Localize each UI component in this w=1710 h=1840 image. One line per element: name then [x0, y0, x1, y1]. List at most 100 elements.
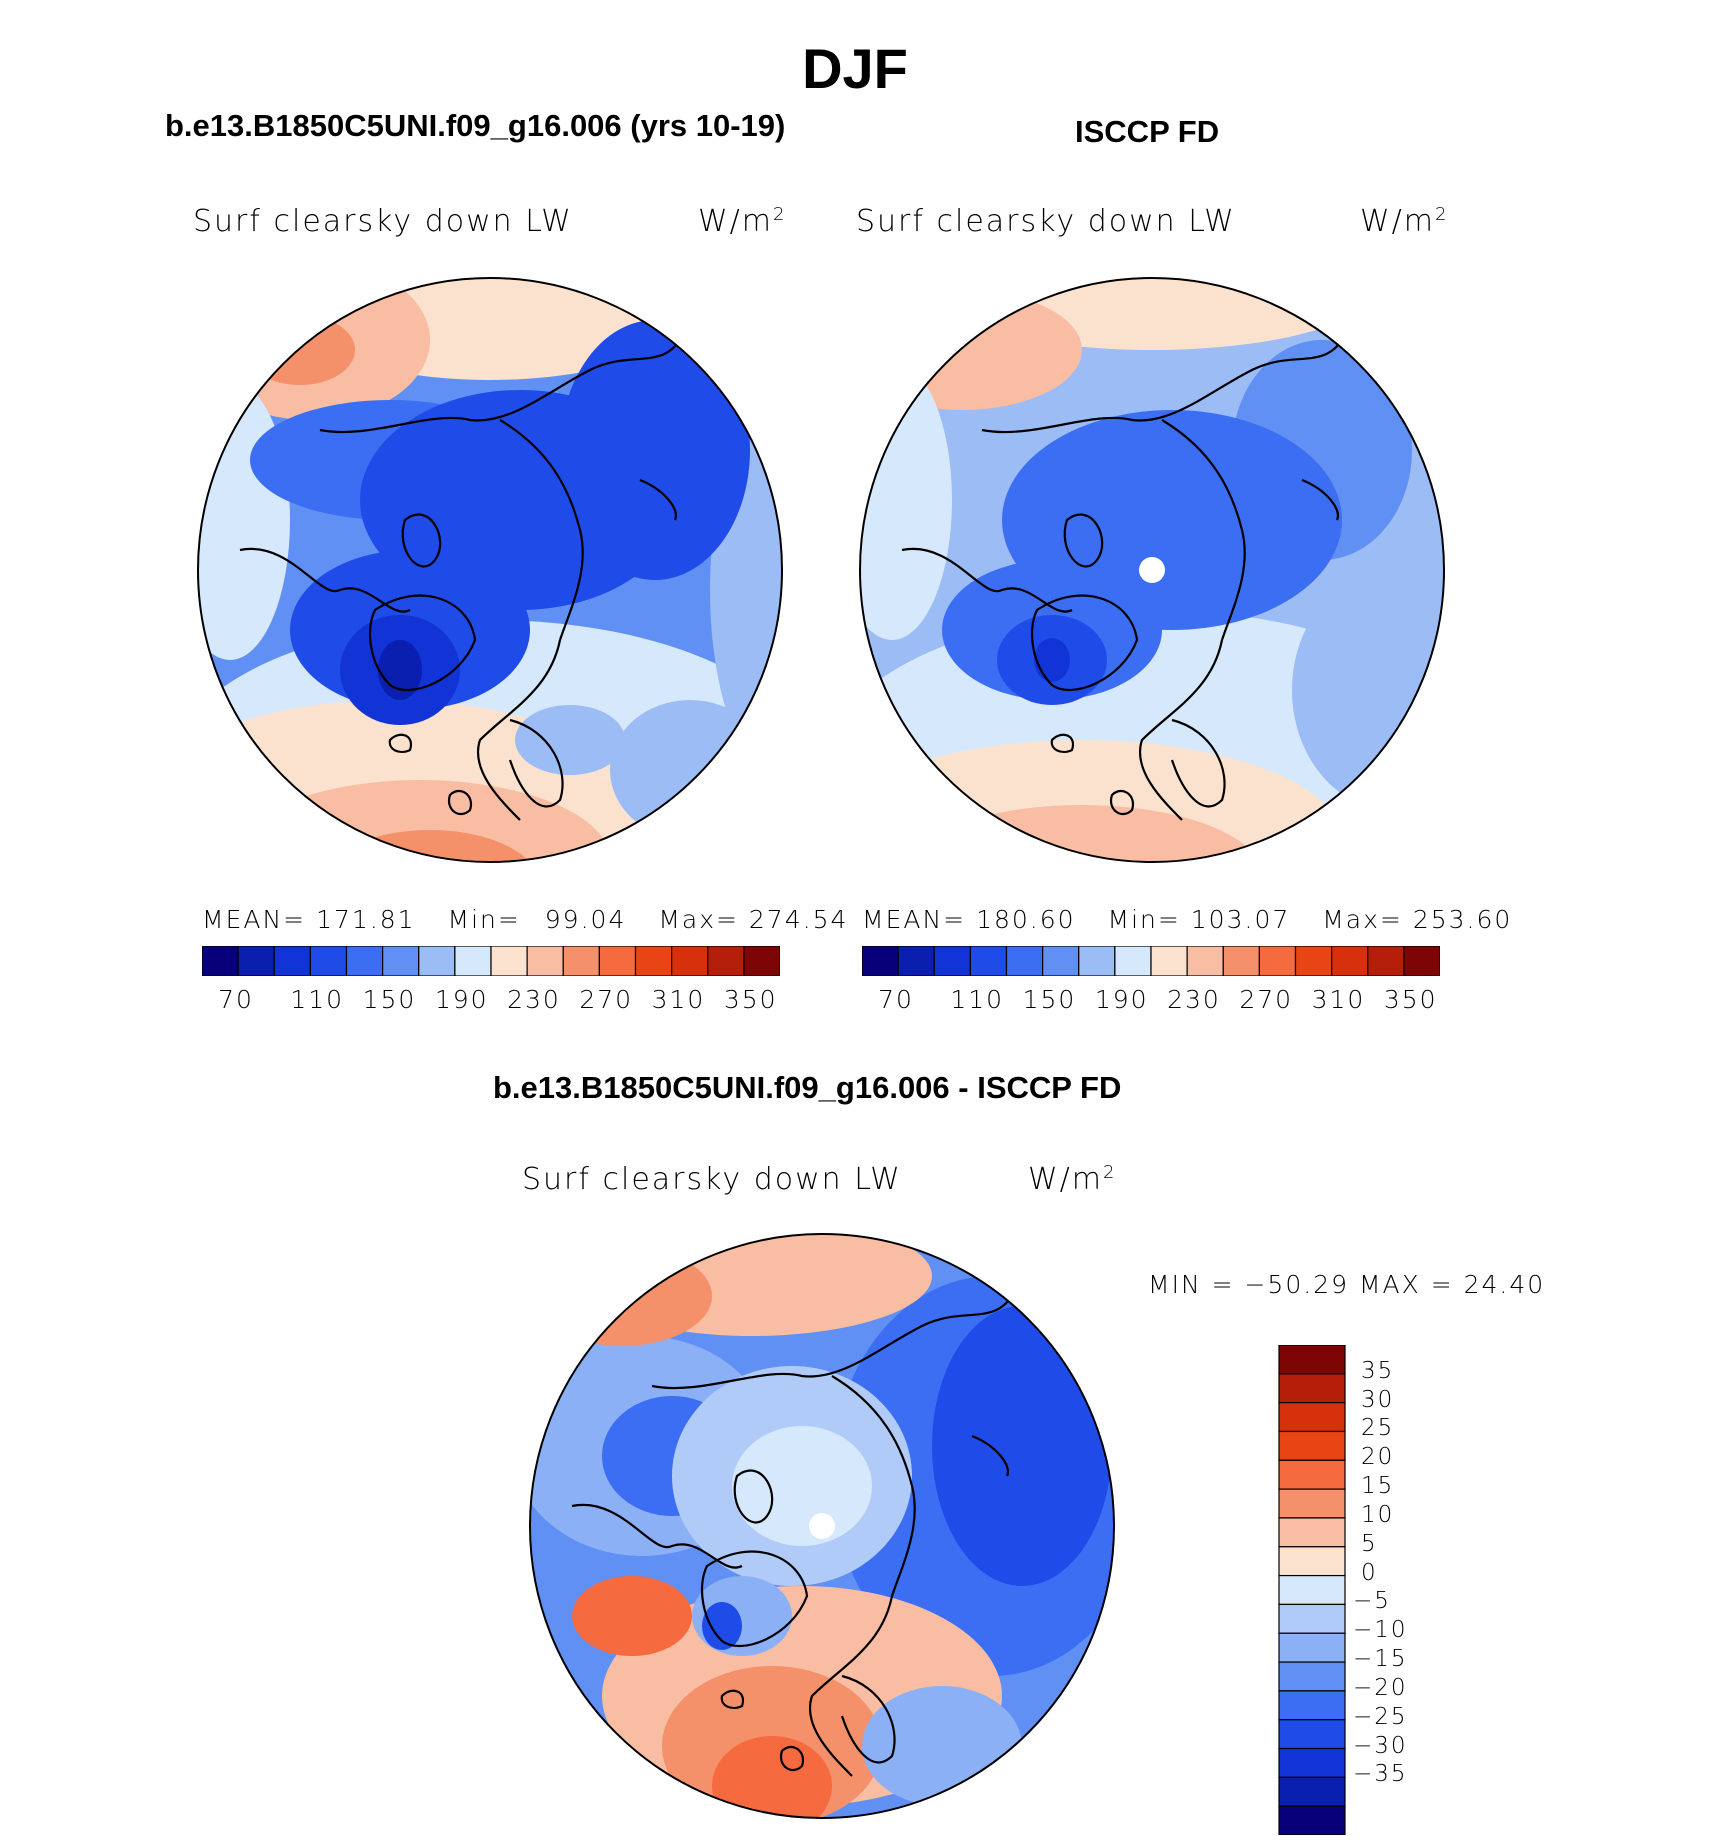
coastline	[499, 419, 584, 641]
coastline	[700, 1550, 809, 1648]
obs-mean-label: MEAN=	[862, 905, 967, 934]
colorbar-box	[1278, 1345, 1346, 1375]
colorbar-tick-label: 110	[950, 985, 1005, 1014]
colorbar-tick-label: 5	[1361, 1530, 1378, 1557]
contour-region	[702, 1602, 742, 1650]
obs-panel-title: ISCCP FD	[1075, 114, 1220, 149]
contour-region	[610, 700, 770, 840]
model-panel-title: b.e13.B1850C5UNI.f09_g16.006 (yrs 10-19)	[165, 108, 786, 143]
colorbar-box	[382, 946, 420, 976]
coastline	[831, 1375, 916, 1597]
colorbar-box	[1186, 946, 1224, 976]
colorbar-box	[1367, 946, 1405, 976]
coastline	[720, 1689, 745, 1710]
colorbar-box	[490, 946, 528, 976]
colorbar-tick-label: 10	[1361, 1501, 1395, 1528]
coastline	[388, 733, 413, 754]
contour-region	[710, 390, 782, 790]
coastline	[1301, 478, 1340, 521]
colorbar-tick-label: 270	[579, 985, 634, 1014]
model-max-value: 274.54	[748, 905, 849, 934]
colorbar-tick-label: 0	[1361, 1559, 1378, 1586]
colorbar-box	[526, 946, 564, 976]
contour-region	[712, 1736, 832, 1818]
contour-region	[378, 640, 422, 700]
colorbar-box	[1278, 1373, 1346, 1404]
model-stats: MEAN= 171.81 Min= 99.04 Max= 274.54	[202, 905, 848, 934]
colorbar-tick-label: 190	[1094, 985, 1149, 1014]
colorbar-tick-label: −5	[1353, 1588, 1391, 1615]
coastline	[508, 718, 564, 808]
contour-region	[732, 1426, 872, 1546]
coastline	[1161, 419, 1246, 641]
colorbar-box	[1150, 946, 1188, 976]
colorbar-tick-label: 110	[290, 985, 345, 1014]
obs-mean-value: 180.60	[976, 905, 1076, 934]
colorbar-tick-label: 30	[1361, 1386, 1395, 1413]
coastline	[901, 547, 1073, 613]
coastline	[779, 1745, 805, 1772]
colorbar-box	[1005, 946, 1044, 976]
colorbar-box	[1294, 946, 1333, 976]
colorbar-box	[1278, 1459, 1346, 1490]
obs-colorbar	[862, 946, 1440, 976]
colorbar-box	[418, 946, 456, 976]
colorbar-tick-label: −30	[1353, 1732, 1408, 1759]
contour-region	[245, 315, 355, 385]
colorbar-box	[1278, 1430, 1346, 1461]
coastline	[971, 1434, 1010, 1477]
colorbar-tick-label: 35	[1361, 1357, 1395, 1384]
colorbar-box	[1278, 1632, 1346, 1663]
colorbar-box	[1278, 1517, 1346, 1548]
contour-region	[572, 1576, 692, 1656]
colorbar-box	[1331, 946, 1369, 976]
colorbar-tick-label: 20	[1361, 1444, 1395, 1471]
coastline	[571, 1503, 743, 1569]
coastline	[319, 339, 681, 434]
colorbar-tick-label: 150	[1022, 985, 1077, 1014]
colorbar-box	[1114, 946, 1152, 976]
obs-polar-map	[859, 277, 1445, 863]
model-min-value: 99.04	[544, 905, 627, 934]
colorbar-box	[862, 946, 899, 976]
map-boundary	[529, 1233, 1115, 1819]
obs-units-label: W/m2	[1360, 204, 1449, 239]
diff-colorbar-ticks: 35 30 25 20 15 10 5 0 −5 −10 −15 −20 −25 −30 −35	[1353, 1345, 1475, 1835]
coastline	[1050, 733, 1075, 754]
colorbar-tick-label: 350	[1383, 985, 1438, 1014]
contour-region	[862, 1686, 1022, 1806]
coastline	[1109, 789, 1135, 816]
obs-stats: MEAN= 180.60 Min= 103.07 Max= 253.60	[862, 905, 1512, 934]
diff-panel-title: b.e13.B1850C5UNI.f09_g16.006 - ISCCP FD	[493, 1070, 1122, 1105]
coastline	[981, 339, 1343, 434]
coastline	[447, 789, 473, 816]
colorbar-box	[273, 946, 311, 976]
page-title: DJF	[802, 37, 908, 100]
coastline	[1170, 718, 1226, 808]
coastline	[639, 478, 678, 521]
colorbar-tick-label: 270	[1239, 985, 1294, 1014]
colorbar-box	[1258, 946, 1297, 976]
map-boundary	[859, 277, 1445, 863]
coastline	[1063, 513, 1104, 568]
colorbar-box	[1403, 946, 1440, 976]
model-min-label: Min=	[447, 905, 521, 934]
colorbar-box	[897, 946, 935, 976]
model-units-label: W/m2	[698, 204, 787, 239]
contour-region	[1034, 638, 1070, 682]
diff-variable-label: Surf clearsky down LW	[522, 1162, 902, 1197]
colorbar-box	[707, 946, 745, 976]
colorbar-tick-label: −15	[1353, 1646, 1408, 1673]
coastline	[477, 639, 562, 821]
colorbar-tick-label: −20	[1353, 1674, 1408, 1701]
colorbar-box	[1278, 1603, 1346, 1634]
colorbar-tick-label: 15	[1361, 1473, 1395, 1500]
colorbar-box	[1042, 946, 1080, 976]
colorbar-tick-label: 350	[723, 985, 778, 1014]
colorbar-tick-label: 230	[1167, 985, 1221, 1014]
diff-units-label: W/m2	[1028, 1162, 1117, 1197]
contour-region	[560, 320, 750, 580]
colorbar-box	[671, 946, 709, 976]
map-boundary	[197, 277, 783, 863]
colorbar-box	[1078, 946, 1116, 976]
